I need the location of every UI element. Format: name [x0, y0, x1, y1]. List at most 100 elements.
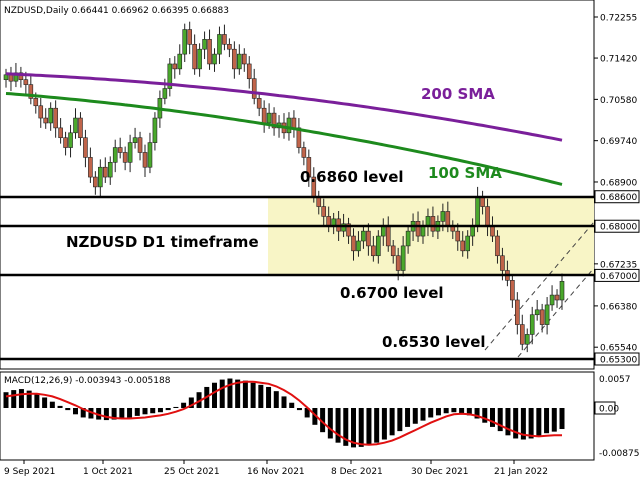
date-tick-label: 16 Nov 2021	[247, 467, 305, 477]
macd-bar	[366, 408, 372, 445]
candle-bear	[142, 152, 148, 168]
candle-bull	[380, 225, 386, 237]
macd-bar	[351, 408, 356, 448]
macd-bar	[505, 408, 511, 436]
macd-bar	[520, 408, 526, 440]
candle-bear	[38, 105, 44, 119]
candle-bull	[356, 240, 361, 252]
candle-bull	[98, 166, 103, 188]
candle-bear	[366, 230, 371, 247]
candle-bull	[212, 53, 217, 65]
candle-bull	[217, 34, 222, 55]
macd-signal-line	[5, 380, 562, 446]
candle-bear	[83, 137, 88, 158]
candle-bear	[137, 137, 143, 153]
macd-tick-label: -0.008756	[599, 449, 640, 459]
candle-bear	[371, 245, 376, 257]
candle-bear	[53, 107, 58, 129]
macd-bar	[304, 408, 310, 418]
sma100-label: 100 SMA	[428, 164, 502, 182]
price-level-box	[594, 219, 640, 233]
level-label-0670: 0.6700 level	[340, 284, 444, 302]
candle-bear	[207, 39, 212, 65]
candle-bull	[549, 294, 555, 306]
candle-bear	[490, 225, 495, 237]
macd-bar	[57, 405, 63, 408]
candle-bear	[430, 216, 436, 232]
macd-bar	[165, 408, 171, 411]
price-level-box	[594, 352, 640, 366]
candle-bear	[510, 280, 515, 301]
macd-bar	[466, 408, 472, 416]
price-tick-label: 0.65300	[600, 356, 637, 366]
date-axis: 9 Sep 2021 1 Oct 2021 25 Oct 2021 16 Nov 20…	[4, 460, 548, 477]
channel-lower	[517, 267, 595, 358]
candle-bull	[132, 137, 138, 143]
candle-bull	[361, 230, 366, 242]
candle-bull	[182, 29, 188, 55]
macd-bar	[312, 408, 318, 425]
price-tick-label: 0.69740	[600, 137, 637, 147]
level-label-0686: 0.6860 level	[300, 168, 404, 186]
candle-bull	[405, 230, 411, 247]
macd-bar	[451, 408, 457, 413]
macd-zero-box	[594, 401, 616, 415]
price-tick-label: 0.68600	[600, 193, 637, 203]
macd-bar	[273, 391, 279, 408]
macd-histogram	[3, 378, 565, 448]
candle-bear	[485, 206, 490, 227]
candle-bear	[222, 34, 227, 45]
macd-bar	[119, 408, 125, 419]
date-tick-label: 8 Dec 2021	[331, 467, 383, 477]
candle-bull	[534, 309, 540, 316]
candle-bull	[286, 117, 292, 134]
candle-bear	[291, 117, 297, 129]
macd-bar	[157, 408, 163, 413]
candle-bear	[102, 166, 108, 178]
price-level-box	[594, 190, 640, 204]
macd-bar	[173, 406, 179, 408]
macd-bar	[111, 408, 117, 420]
macd-bar	[497, 408, 503, 432]
candle-bull	[475, 196, 480, 227]
macd-bar	[536, 408, 542, 437]
candle-bear	[395, 255, 401, 271]
macd-bar	[258, 384, 264, 408]
candle-bear	[271, 112, 277, 129]
candle-bull	[107, 162, 113, 178]
range-zone	[268, 197, 594, 275]
chart-header: NZDUSD,Daily 0.66441 0.66962 0.66395 0.6…	[4, 6, 229, 16]
price-tick-label: 0.65540	[600, 344, 637, 354]
candle-bull	[68, 132, 73, 148]
macd-bar	[26, 390, 32, 408]
channel-upper	[484, 221, 595, 351]
macd-bar	[374, 408, 380, 443]
price-axis: 0.72255 0.71420 0.70580 0.69740 0.68900 0.686…	[594, 14, 640, 366]
macd-bar	[281, 396, 287, 408]
price-panel	[0, 0, 595, 370]
date-tick-label: 21 Jan 2022	[494, 467, 548, 477]
macd-bar	[443, 408, 449, 414]
macd-bar	[188, 397, 194, 408]
candle-bull	[162, 88, 168, 99]
candle-bear	[241, 53, 247, 65]
sma100-line	[5, 92, 563, 186]
macd-bar	[127, 408, 133, 418]
macd-bar	[343, 408, 349, 446]
macd-bar	[150, 408, 156, 414]
candle-bear	[18, 72, 24, 80]
candle-bear	[246, 63, 252, 80]
macd-bar	[389, 408, 395, 436]
candle-bear	[500, 255, 505, 271]
macd-bar	[544, 408, 550, 434]
macd-bar	[235, 379, 241, 408]
candle-bear	[515, 299, 520, 325]
candle-bull	[202, 39, 207, 50]
macd-bar	[3, 392, 9, 408]
macd-bar	[227, 378, 233, 408]
macd-bar	[142, 408, 148, 415]
candle-bull	[341, 223, 346, 232]
candle-bull	[197, 48, 202, 70]
date-tick-label: 1 Oct 2021	[83, 467, 133, 477]
candle-bull	[73, 117, 78, 134]
